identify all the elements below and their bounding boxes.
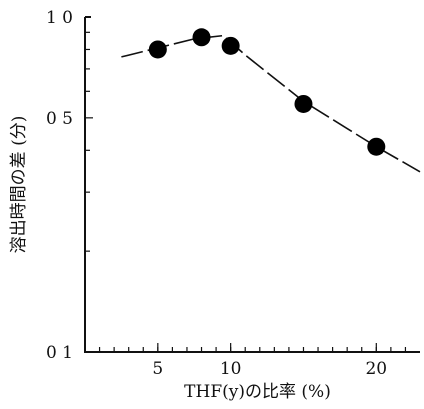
chart-axes	[84, 16, 420, 353]
x-tick-label: 10	[220, 359, 242, 379]
data-point	[221, 36, 240, 55]
y-tick-label: 0 1	[46, 343, 73, 363]
data-points	[148, 28, 386, 156]
data-point	[367, 137, 386, 156]
data-point	[192, 28, 211, 47]
y-axis-label: 溶出時間の差 (分)	[9, 116, 29, 254]
x-tick-label: 5	[152, 359, 163, 379]
y-tick-label: 1 0	[46, 8, 73, 28]
tick-labels: 5 10 200 10 51 0	[46, 8, 387, 379]
data-point	[294, 94, 313, 113]
data-point	[148, 40, 167, 59]
axis-frame	[84, 17, 420, 353]
x-axis-label: THF(y)の比率 (%)	[184, 382, 331, 402]
y-tick-label: 0 5	[46, 109, 73, 129]
x-tick-label: 20	[365, 359, 387, 379]
